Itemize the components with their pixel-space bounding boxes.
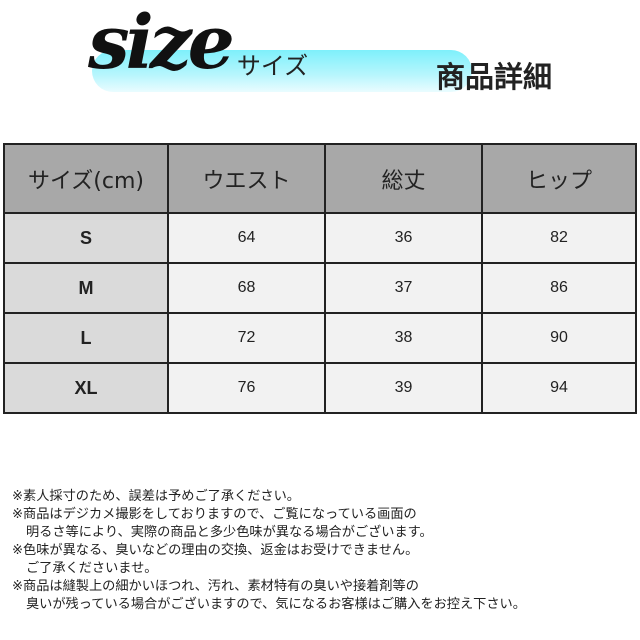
column-header-length: 総丈 — [324, 143, 483, 214]
size-cell: M — [3, 262, 169, 314]
hip-cell: 86 — [481, 262, 637, 314]
hip-cell: 82 — [481, 212, 637, 264]
size-logo-kana: サイズ — [236, 52, 309, 80]
note-line: ※商品はデジカメ撮影をしておりますので、ご覧になっている画面の — [12, 507, 417, 522]
table-header-row: サイズ(cm) ウエスト 総丈 ヒップ — [3, 143, 637, 214]
waist-cell: 76 — [167, 362, 326, 414]
size-logo-group: size サイズ — [88, 4, 308, 82]
column-header-hip: ヒップ — [481, 143, 637, 214]
header-banner — [92, 50, 472, 92]
table-row: S 64 36 82 — [3, 212, 637, 264]
size-logo: size — [88, 0, 235, 86]
hip-cell: 94 — [481, 362, 637, 414]
length-cell: 38 — [324, 312, 483, 364]
waist-cell: 72 — [167, 312, 326, 364]
size-cell: XL — [3, 362, 169, 414]
waist-cell: 68 — [167, 262, 326, 314]
page-title: 商品詳細 — [436, 60, 553, 94]
size-cell: L — [3, 312, 169, 364]
length-cell: 39 — [324, 362, 483, 414]
hip-cell: 90 — [481, 312, 637, 364]
notes: ※素人採寸のため、誤差は予めご了承ください。 ※商品はデジカメ撮影をしております… — [12, 488, 526, 614]
note-line: ※素人採寸のため、誤差は予めご了承ください。 — [12, 489, 300, 504]
waist-cell: 64 — [167, 212, 326, 264]
note-line: ご了承くださいませ。 — [26, 561, 158, 576]
length-cell: 36 — [324, 212, 483, 264]
column-header-waist: ウエスト — [167, 143, 326, 214]
note-line: 明るさ等により、実際の商品と多少色味が異なる場合がございます。 — [26, 525, 433, 540]
column-header-size: サイズ(cm) — [3, 143, 169, 214]
table-row: XL 76 39 94 — [3, 362, 637, 414]
note-line: ※商品は縫製上の細かいほつれ、汚れ、素材特有の臭いや接着剤等の — [12, 579, 419, 594]
note-line: ※色味が異なる、臭いなどの理由の交換、返金はお受けできません。 — [12, 543, 419, 558]
length-cell: 37 — [324, 262, 483, 314]
table-row: M 68 37 86 — [3, 262, 637, 314]
size-table: サイズ(cm) ウエスト 総丈 ヒップ S 64 36 82 M 68 37 8… — [3, 143, 637, 414]
note-line: 臭いが残っている場合がございますので、気になるお客様はご購入をお控え下さい。 — [26, 597, 526, 612]
table-row: L 72 38 90 — [3, 312, 637, 364]
size-cell: S — [3, 212, 169, 264]
